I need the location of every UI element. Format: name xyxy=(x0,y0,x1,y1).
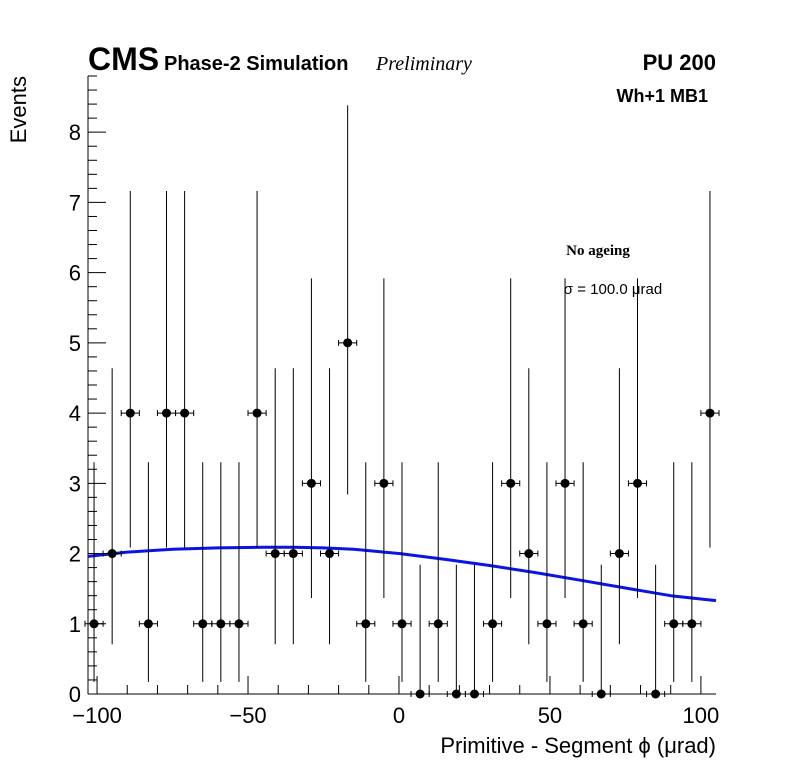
data-marker xyxy=(361,619,371,629)
x-tick-label: 100 xyxy=(683,703,720,728)
status-label: Preliminary xyxy=(375,53,472,75)
x-tick-label: −50 xyxy=(229,703,266,728)
data-point xyxy=(555,278,575,598)
x-axis-label: Primitive - Segment ϕ (μrad) xyxy=(440,733,716,758)
data-marker xyxy=(89,619,99,629)
data-point xyxy=(193,462,213,682)
data-point xyxy=(301,278,321,598)
data-point xyxy=(591,564,611,699)
y-tick-label: 3 xyxy=(69,471,81,496)
data-point xyxy=(464,564,485,699)
data-marker xyxy=(288,549,298,559)
data-point xyxy=(338,105,358,495)
data-point xyxy=(609,368,629,645)
data-marker xyxy=(325,549,335,559)
data-point xyxy=(646,564,666,699)
station-label: Wh+1 MB1 xyxy=(616,86,708,106)
y-tick-label: 6 xyxy=(69,261,81,286)
data-point xyxy=(410,564,430,699)
data-marker xyxy=(524,549,534,559)
y-axis-label: Events xyxy=(6,76,31,143)
x-tick-label: 50 xyxy=(538,703,562,728)
data-point xyxy=(428,462,448,682)
data-marker xyxy=(107,549,117,559)
data-marker xyxy=(596,689,606,699)
data-marker xyxy=(415,689,425,699)
data-marker xyxy=(614,549,624,559)
data-point xyxy=(120,190,140,548)
data-point xyxy=(156,190,177,548)
data-point xyxy=(392,462,412,682)
data-marker xyxy=(343,338,353,348)
sigma-label: σ = 100.0 μrad xyxy=(564,281,662,298)
data-marker xyxy=(560,478,570,488)
data-point xyxy=(519,368,539,645)
data-point xyxy=(700,190,720,548)
data-marker xyxy=(397,619,407,629)
y-tick-label: 1 xyxy=(69,612,81,637)
data-point xyxy=(501,278,521,598)
data-marker xyxy=(633,478,642,488)
fit-curve-layer xyxy=(87,545,717,603)
data-point xyxy=(84,462,104,682)
data-point xyxy=(664,462,684,682)
data-marker xyxy=(216,619,226,629)
data-marker xyxy=(705,408,715,418)
data-marker xyxy=(198,619,208,629)
fit-curve-line xyxy=(87,545,717,603)
y-tick-label: 0 xyxy=(69,682,81,707)
data-point xyxy=(374,278,394,598)
data-marker xyxy=(578,619,588,629)
data-marker xyxy=(542,619,552,629)
data-point xyxy=(356,462,376,682)
data-marker xyxy=(451,689,461,699)
y-tick-label: 8 xyxy=(69,120,81,145)
data-point xyxy=(483,462,503,682)
data-marker xyxy=(506,478,516,488)
ageing-label: No ageing xyxy=(566,243,630,259)
data-marker xyxy=(180,408,190,418)
data-point xyxy=(537,462,557,682)
data-points-layer xyxy=(84,105,720,699)
y-tick-label: 5 xyxy=(69,331,81,356)
y-tick-label: 2 xyxy=(69,542,81,567)
data-marker xyxy=(469,689,479,699)
y-tick-label: 7 xyxy=(69,190,81,215)
x-tick-label: 0 xyxy=(393,703,405,728)
data-point xyxy=(446,564,466,699)
data-point xyxy=(265,368,285,645)
data-point xyxy=(627,278,648,598)
data-marker xyxy=(162,408,171,418)
data-point xyxy=(682,462,702,682)
x-tick-label: −100 xyxy=(72,703,122,728)
data-marker xyxy=(270,549,280,559)
data-marker xyxy=(651,689,661,699)
data-point xyxy=(573,462,593,682)
subtitle-label: Phase-2 Simulation xyxy=(164,53,349,75)
data-marker xyxy=(252,408,262,418)
pileup-label: PU 200 xyxy=(643,50,716,75)
data-marker xyxy=(306,478,316,488)
data-point xyxy=(211,462,231,682)
axes: 0 1 2 3 4 5 6 7 8 −100 −50 0 50 100 xyxy=(69,75,720,728)
data-marker xyxy=(125,408,135,418)
data-marker xyxy=(379,478,389,488)
data-marker xyxy=(687,619,697,629)
data-marker xyxy=(488,619,498,629)
data-marker xyxy=(669,619,679,629)
data-point xyxy=(283,368,303,645)
data-point xyxy=(319,368,340,645)
experiment-label: CMS xyxy=(88,41,159,77)
data-point xyxy=(247,190,267,548)
data-marker xyxy=(234,619,244,629)
data-marker xyxy=(433,619,443,629)
y-tick-label: 4 xyxy=(69,401,81,426)
data-point xyxy=(138,462,158,682)
data-marker xyxy=(143,619,153,629)
data-point xyxy=(175,190,195,548)
data-point xyxy=(229,462,249,682)
data-point xyxy=(102,368,122,645)
